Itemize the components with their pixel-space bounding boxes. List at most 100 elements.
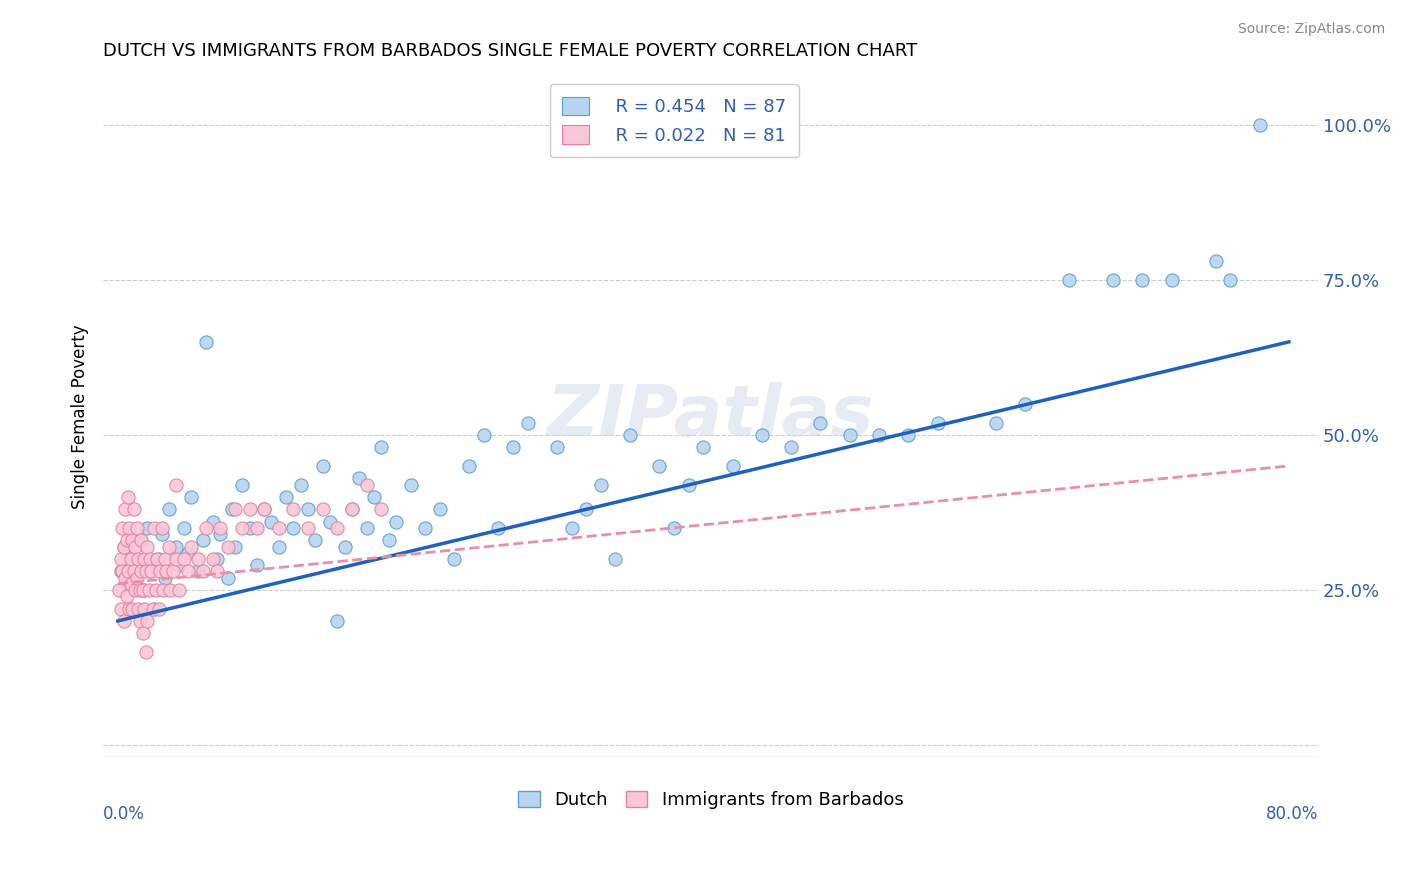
Point xyxy=(472,428,495,442)
Point xyxy=(838,428,860,442)
Point xyxy=(127,552,149,566)
Point xyxy=(167,558,190,573)
Point xyxy=(128,614,150,628)
Point xyxy=(138,582,160,597)
Point xyxy=(191,533,214,548)
Point xyxy=(326,614,349,628)
Point xyxy=(1205,254,1227,268)
Point xyxy=(127,601,149,615)
Point xyxy=(385,515,408,529)
Point xyxy=(131,582,153,597)
Point xyxy=(589,477,612,491)
Point xyxy=(118,546,141,560)
Point xyxy=(128,582,150,597)
Point xyxy=(290,477,312,491)
Point xyxy=(283,521,305,535)
Point xyxy=(349,471,371,485)
Point xyxy=(120,576,142,591)
Point xyxy=(117,565,139,579)
Point xyxy=(152,582,174,597)
Point xyxy=(121,533,143,548)
Point xyxy=(125,521,148,535)
Point xyxy=(1249,118,1271,132)
Point xyxy=(201,552,224,566)
Point xyxy=(326,521,349,535)
Point xyxy=(108,582,131,597)
Point xyxy=(312,502,335,516)
Point xyxy=(157,502,180,516)
Point xyxy=(297,502,319,516)
Point xyxy=(274,490,297,504)
Point xyxy=(180,540,202,554)
Point xyxy=(173,552,195,566)
Point xyxy=(253,502,276,516)
Point xyxy=(114,570,136,584)
Point xyxy=(897,428,920,442)
Point xyxy=(165,477,187,491)
Point xyxy=(692,440,714,454)
Point xyxy=(304,533,326,548)
Point xyxy=(207,552,229,566)
Point xyxy=(224,502,246,516)
Point xyxy=(118,521,141,535)
Point xyxy=(319,515,342,529)
Point xyxy=(134,601,156,615)
Point xyxy=(142,601,165,615)
Point xyxy=(209,527,232,541)
Point xyxy=(128,533,150,548)
Point xyxy=(112,540,135,554)
Point xyxy=(221,502,243,516)
Point xyxy=(207,565,229,579)
Point xyxy=(678,477,700,491)
Point xyxy=(868,428,890,442)
Point xyxy=(297,521,319,535)
Point xyxy=(114,502,136,516)
Point xyxy=(575,502,598,516)
Point xyxy=(146,552,169,566)
Point xyxy=(120,552,142,566)
Point xyxy=(135,645,157,659)
Legend: Dutch, Immigrants from Barbados: Dutch, Immigrants from Barbados xyxy=(510,784,911,816)
Point xyxy=(209,521,232,535)
Point xyxy=(238,502,260,516)
Point xyxy=(136,521,159,535)
Point xyxy=(619,428,641,442)
Point xyxy=(283,502,305,516)
Point xyxy=(238,521,260,535)
Text: 80.0%: 80.0% xyxy=(1265,805,1319,823)
Point xyxy=(413,521,436,535)
Point xyxy=(370,440,392,454)
Point xyxy=(267,540,290,554)
Point xyxy=(180,490,202,504)
Point xyxy=(136,614,159,628)
Point xyxy=(110,601,132,615)
Point xyxy=(124,540,146,554)
Point xyxy=(429,502,451,516)
Point xyxy=(194,521,217,535)
Point xyxy=(217,570,239,584)
Point xyxy=(224,540,246,554)
Point xyxy=(150,521,173,535)
Point xyxy=(115,570,138,584)
Point xyxy=(927,416,949,430)
Point xyxy=(231,521,253,535)
Point xyxy=(356,477,378,491)
Point xyxy=(1014,397,1036,411)
Point xyxy=(191,565,214,579)
Point xyxy=(125,570,148,584)
Point xyxy=(148,601,170,615)
Point xyxy=(177,546,200,560)
Point xyxy=(153,552,176,566)
Point xyxy=(201,515,224,529)
Point xyxy=(112,540,135,554)
Point xyxy=(605,552,627,566)
Point xyxy=(165,552,187,566)
Point xyxy=(399,477,422,491)
Point xyxy=(260,515,283,529)
Point xyxy=(165,540,187,554)
Point xyxy=(187,565,209,579)
Point xyxy=(111,521,134,535)
Point xyxy=(561,521,583,535)
Point xyxy=(984,416,1007,430)
Point xyxy=(124,558,146,573)
